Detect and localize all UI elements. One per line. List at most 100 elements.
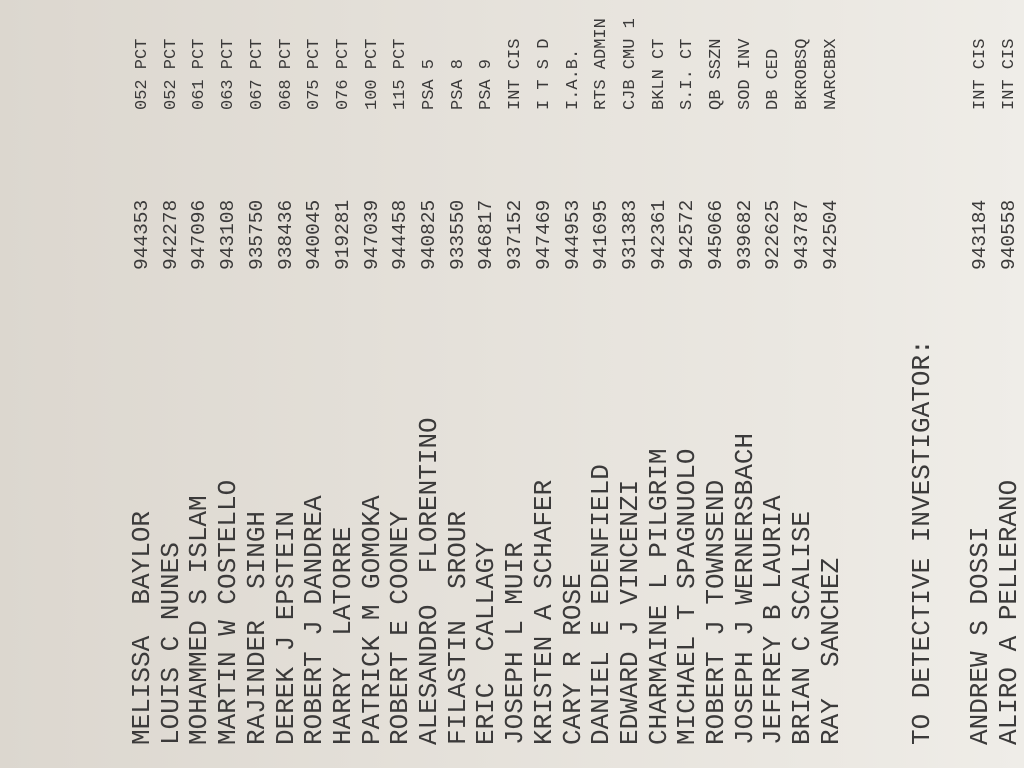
command-assignment: I.A.B. <box>563 48 583 110</box>
tax-number: 937152 <box>504 199 527 270</box>
member-name: RAJINDER SINGH <box>241 510 272 745</box>
member-name: MOHAMMED S ISLAM <box>184 495 215 745</box>
member-name: PATRICK M GOMOKA <box>356 495 387 745</box>
command-assignment: 067 PCT <box>247 38 267 110</box>
command-assignment: S.I. CT <box>678 38 698 110</box>
list-row: JOSEPH L MUIR 937152 INT CIS <box>500 0 531 768</box>
tax-number: 946817 <box>475 199 498 270</box>
tax-number: 943108 <box>217 199 240 270</box>
tax-number: 942278 <box>159 199 182 270</box>
tax-number: 942572 <box>676 199 699 270</box>
list-row: DANIEL E EDENFIELD 941695 RTS ADMIN <box>586 0 617 768</box>
command-assignment: INT CIS <box>971 38 990 110</box>
tax-number: 943184 <box>969 199 991 270</box>
tax-number: 935750 <box>245 199 268 270</box>
list-row: FILASTIN SROUR 933550 PSA 8 <box>442 0 473 768</box>
member-name: MICHAEL T SPAGNUOLO <box>672 448 703 745</box>
command-assignment: CJB CMU 1 <box>620 18 640 110</box>
member-name: HARRY LATORRE <box>327 526 358 745</box>
tax-number: 945066 <box>705 199 727 270</box>
member-name: DANIEL E EDENFIELD <box>586 464 617 745</box>
tax-number: 922625 <box>762 199 785 270</box>
list-row: RAJINDER SINGH 935750 067 PCT <box>241 0 272 768</box>
member-name: LOUIS C NUNES <box>155 542 186 745</box>
command-assignment: 061 PCT <box>190 38 210 110</box>
list-row: KRISTEN A SCHAFER 947469 I T S D <box>528 0 559 768</box>
command-assignment: 076 PCT <box>333 38 353 110</box>
member-name: CARY R ROSE <box>557 573 588 745</box>
list-row: HARRY LATORRE 919281 076 PCT <box>327 0 358 768</box>
list-row: PATRICK M GOMOKA 947039 100 PCT <box>356 0 387 768</box>
member-name: KRISTEN A SCHAFER <box>528 479 559 745</box>
command-assignment: 052 PCT <box>133 38 152 110</box>
list-row: DEREK J EPSTEIN 938436 068 PCT <box>270 0 301 768</box>
command-assignment: PSA 9 <box>477 58 497 110</box>
tax-number: 939682 <box>733 199 756 270</box>
tax-number: 941695 <box>590 199 613 270</box>
command-assignment: NARCBBX <box>821 38 841 110</box>
list-row: RAY SANCHEZ 942504 NARCBBX <box>815 0 846 768</box>
tax-number: 947469 <box>532 199 555 270</box>
command-assignment: BKROBSQ <box>793 38 813 110</box>
member-name: ALESANDRO FLORENTINO <box>414 417 444 745</box>
member-name: BRIAN C SCALISE <box>787 510 818 745</box>
tax-number: 931383 <box>618 199 641 270</box>
member-name: EDWARD J VINCENZI <box>614 479 645 745</box>
command-assignment: RTS ADMIN <box>592 18 612 110</box>
tax-number: 943787 <box>791 199 814 270</box>
member-name: MARTIN W COSTELLO <box>213 479 244 745</box>
list-row: ALIRO A PELLERANO 940558 INT CIS <box>994 0 1024 768</box>
tax-number: 947096 <box>188 199 211 270</box>
tax-number: 944458 <box>389 199 412 270</box>
command-assignment: I T S D <box>534 38 554 110</box>
tax-number: 940045 <box>303 199 326 270</box>
command-assignment: BKLN CT <box>649 38 669 110</box>
list-row: ROBERT J DANDREA 940045 075 PCT <box>299 0 330 768</box>
command-assignment: INT CIS <box>506 38 526 110</box>
command-assignment: PSA 5 <box>420 58 439 110</box>
list-row: BRIAN C SCALISE 943787 BKROBSQ <box>787 0 818 768</box>
list-row: JEFFREY B LAURIA 922625 DB CED <box>758 0 788 768</box>
member-name: MELISSA BAYLOR <box>127 510 157 745</box>
command-assignment: 115 PCT <box>391 38 411 110</box>
list-row: ERIC CALLAGY 946817 PSA 9 <box>471 0 501 768</box>
command-assignment: 075 PCT <box>305 38 325 110</box>
member-name: ALIRO A PELLERANO <box>994 479 1024 745</box>
command-assignment: PSA 8 <box>448 58 468 110</box>
list-row: EDWARD J VINCENZI 931383 CJB CMU 1 <box>614 0 645 768</box>
member-name: ROBERT J TOWNSEND <box>701 479 731 745</box>
member-name: DEREK J EPSTEIN <box>270 510 301 745</box>
command-assignment: INT CIS <box>1000 38 1019 110</box>
tax-number: 947039 <box>360 199 383 270</box>
list-row: MARTIN W COSTELLO 943108 063 PCT <box>213 0 244 768</box>
member-name: FILASTIN SROUR <box>442 510 473 745</box>
member-name: ANDREW S DOSSI <box>965 526 995 745</box>
command-assignment: QB SSZN <box>707 38 726 110</box>
tax-number: 919281 <box>331 199 354 270</box>
list-row: MELISSA BAYLOR 944353 052 PCT <box>127 0 157 768</box>
list-row: ALESANDRO FLORENTINO 940825 PSA 5 <box>414 0 444 768</box>
tax-number: 940558 <box>998 199 1020 270</box>
member-name: CHARMAINE L PILGRIM <box>643 448 674 745</box>
command-assignment: 068 PCT <box>276 38 296 110</box>
section-heading: TO DETECTIVE INVESTIGATOR: <box>907 339 937 745</box>
tax-number: 940825 <box>418 199 440 270</box>
list-row: ROBERT E COONEY 944458 115 PCT <box>385 0 415 768</box>
tax-number: 944353 <box>131 199 153 270</box>
list-row: LOUIS C NUNES 942278 052 PCT <box>155 0 186 768</box>
list-row: CARY R ROSE 944953 I.A.B. <box>557 0 588 768</box>
tax-number: 938436 <box>274 199 297 270</box>
command-assignment: 100 PCT <box>362 38 382 110</box>
list-row: ANDREW S DOSSI 943184 INT CIS <box>965 0 995 768</box>
member-name: ROBERT J DANDREA <box>299 495 330 745</box>
member-name: RAY SANCHEZ <box>815 557 846 745</box>
tax-number: 942504 <box>819 199 842 270</box>
member-name: JOSEPH J WERNERSBACH <box>729 432 760 745</box>
list-row: JOSEPH J WERNERSBACH 939682 SOD INV <box>729 0 760 768</box>
tax-number: 933550 <box>446 199 469 270</box>
member-name: JOSEPH L MUIR <box>500 542 531 745</box>
list-row: MICHAEL T SPAGNUOLO 942572 S.I. CT <box>672 0 703 768</box>
tax-number: 942361 <box>647 199 670 270</box>
command-assignment: 063 PCT <box>219 38 239 110</box>
